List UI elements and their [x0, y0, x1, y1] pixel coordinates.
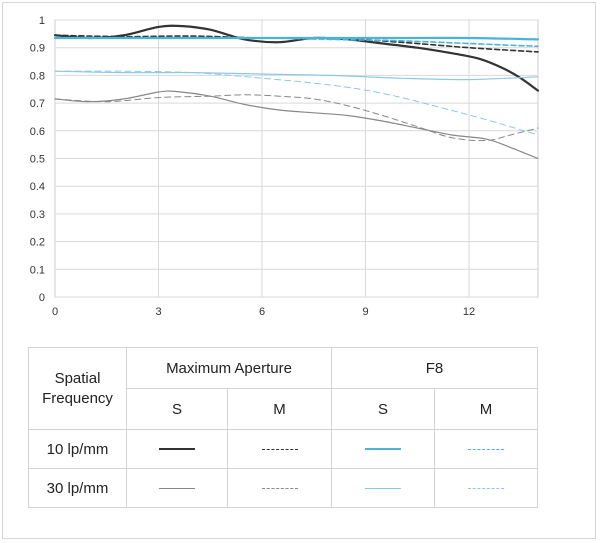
legend-direction-label: S [331, 388, 435, 430]
y-tick-label: 0.9 [30, 43, 45, 55]
x-tick-label: 6 [259, 306, 265, 318]
x-tick-label: 12 [463, 306, 475, 318]
y-tick-label: 0.1 [30, 264, 45, 276]
y-tick-label: 0.4 [30, 181, 45, 193]
figure-frame [2, 2, 596, 539]
legend-group-f8: F8 [330, 347, 539, 389]
y-axis-ticks: 0 0.1 0.2 0.3 0.4 0.5 0.6 0.7 0.8 0.9 1 [30, 15, 45, 304]
y-tick-label: 0.7 [30, 98, 45, 110]
y-tick-label: 0.2 [30, 237, 45, 249]
legend-sample-cell [126, 429, 228, 469]
mtf-line-f8-m-30 [54, 70, 539, 136]
legend-frequency-label: 30 lp/mm [28, 468, 127, 508]
legend-sample-cell [433, 468, 539, 508]
legend-direction-label: M [227, 388, 332, 430]
legend-swatch [261, 448, 298, 450]
legend-sample-cell [227, 468, 332, 508]
legend-sample-cell [126, 468, 228, 508]
legend-row-header: Spatial Frequency [28, 347, 127, 430]
legend-sample-cell [331, 429, 435, 469]
chart-series [53, 24, 540, 160]
legend-swatch [261, 487, 298, 489]
y-tick-label: 0.6 [30, 126, 45, 138]
x-tick-label: 9 [362, 306, 368, 318]
legend-sample-cell [433, 429, 539, 469]
x-axis-ticks: 0 3 6 9 12 [52, 306, 475, 318]
legend-swatch [159, 448, 195, 450]
legend-swatch [365, 448, 401, 450]
legend-direction-label: S [126, 388, 228, 430]
legend-swatch [159, 487, 195, 489]
y-tick-label: 0 [39, 292, 45, 304]
legend-swatch [468, 487, 504, 489]
legend-row-header-text: Spatial Frequency [42, 369, 113, 407]
y-tick-label: 0.3 [30, 209, 45, 221]
x-tick-label: 3 [155, 306, 161, 318]
mtf-line-max-m-30 [54, 94, 539, 142]
y-tick-label: 1 [39, 15, 45, 27]
y-tick-label: 0.8 [30, 70, 45, 82]
mtf-line-max-s-30 [54, 90, 539, 160]
legend-swatch [365, 487, 401, 489]
chart-grid [54, 19, 539, 298]
legend-swatch [468, 448, 504, 450]
legend-sample-cell [227, 429, 332, 469]
legend-table: Spatial Frequency Maximum Aperture F8 S … [28, 347, 539, 508]
legend-group-max-aperture: Maximum Aperture [126, 347, 332, 389]
legend-frequency-label: 10 lp/mm [28, 429, 127, 469]
legend-direction-label: M [433, 388, 539, 430]
legend-sample-cell [331, 468, 435, 508]
mtf-line-f8-s-30 [54, 70, 539, 81]
mtf-line-f8-m-10 [54, 37, 539, 48]
mtf-chart: 0 3 6 9 12 0 0.1 0.2 0.3 0.4 0.5 0.6 0.7 0.8 0.9 1 [30, 15, 540, 318]
y-tick-label: 0.5 [30, 154, 45, 166]
x-tick-label: 0 [52, 306, 58, 318]
